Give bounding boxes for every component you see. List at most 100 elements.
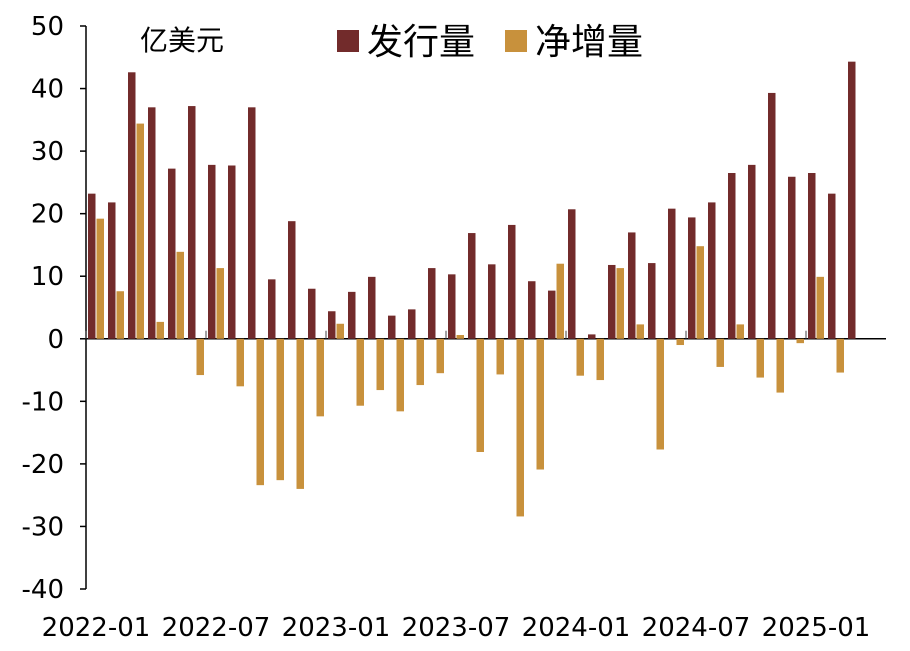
bar-issuance bbox=[448, 274, 456, 339]
bar-net-increase bbox=[316, 338, 324, 417]
bar-net-increase bbox=[336, 323, 344, 339]
bar-issuance bbox=[368, 276, 376, 339]
bar-net-increase bbox=[836, 338, 844, 373]
bar-issuance bbox=[628, 232, 636, 339]
bar-net-increase bbox=[816, 276, 824, 339]
bar-net-increase bbox=[396, 338, 404, 412]
bar-net-increase bbox=[736, 324, 744, 339]
bar-net-increase bbox=[116, 291, 124, 339]
bar-net-increase bbox=[556, 263, 564, 339]
x-tick-label: 2024-01 bbox=[522, 613, 631, 643]
bar-issuance bbox=[208, 164, 216, 339]
y-tick-label: 20 bbox=[31, 200, 64, 230]
x-tick-label: 2023-07 bbox=[402, 613, 511, 643]
bar-issuance bbox=[88, 193, 96, 339]
bar-net-increase bbox=[296, 338, 304, 489]
bar-net-increase bbox=[796, 338, 804, 344]
bar-issuance bbox=[488, 264, 496, 339]
bar-issuance bbox=[708, 202, 716, 339]
x-tick-label: 2024-07 bbox=[642, 613, 751, 643]
unit-label: 亿美元 bbox=[140, 24, 224, 57]
bar-issuance bbox=[308, 288, 316, 339]
y-tick-label: -10 bbox=[22, 387, 64, 417]
bar-net-increase bbox=[476, 338, 484, 453]
bar-issuance bbox=[728, 173, 736, 339]
bar-issuance bbox=[268, 279, 276, 339]
bars bbox=[88, 61, 856, 517]
bar-net-increase bbox=[576, 338, 584, 376]
x-tick-label: 2025-01 bbox=[762, 613, 871, 643]
bar-net-increase bbox=[276, 338, 284, 481]
bar-net-increase bbox=[676, 338, 684, 346]
bar-issuance bbox=[148, 107, 156, 339]
bar-issuance bbox=[528, 281, 536, 339]
bar-issuance bbox=[768, 92, 776, 339]
bar-net-increase bbox=[536, 338, 544, 470]
bar-issuance bbox=[808, 173, 816, 339]
x-axis: 2022-01 2022-07 2023-01 2023-07 2024-01 2024-… bbox=[42, 330, 886, 643]
bar-net-increase bbox=[636, 324, 644, 339]
y-tick-label: -40 bbox=[22, 575, 64, 605]
bar-net-increase bbox=[376, 338, 384, 391]
bar-issuance bbox=[228, 165, 236, 339]
y-tick-label: -30 bbox=[22, 512, 64, 542]
bar-issuance bbox=[248, 107, 256, 339]
bar-net-increase bbox=[756, 338, 764, 378]
bar-net-increase bbox=[516, 338, 524, 517]
y-tick-label: 30 bbox=[31, 137, 64, 167]
legend-swatch bbox=[505, 30, 527, 52]
bar-issuance bbox=[128, 72, 136, 339]
legend-swatch bbox=[337, 30, 359, 52]
y-tick-label: 50 bbox=[31, 12, 64, 42]
y-axis: 50 40 30 20 10 0 -10 -20 -30 -40 bbox=[22, 12, 87, 605]
bar-issuance bbox=[508, 224, 516, 339]
bar-net-increase bbox=[156, 321, 164, 339]
bar-net-increase bbox=[776, 338, 784, 393]
bar-issuance bbox=[168, 168, 176, 339]
bar-net-increase bbox=[696, 246, 704, 339]
bar-issuance bbox=[108, 202, 116, 339]
bar-net-increase bbox=[196, 338, 204, 376]
bar-issuance bbox=[668, 208, 676, 339]
bar-net-increase bbox=[716, 338, 724, 367]
bar-net-increase bbox=[216, 268, 224, 339]
bar-issuance bbox=[348, 291, 356, 339]
legend-label: 净增量 bbox=[535, 22, 643, 63]
x-tick-label: 2022-07 bbox=[162, 613, 271, 643]
bar-net-increase bbox=[596, 338, 604, 381]
bar-issuance bbox=[288, 221, 296, 339]
bar-issuance bbox=[588, 334, 596, 339]
bar-issuance bbox=[188, 106, 196, 339]
legend-label: 发行量 bbox=[367, 22, 475, 63]
bar-net-increase bbox=[96, 218, 104, 339]
bar-issuance bbox=[388, 315, 396, 339]
bar-net-increase bbox=[356, 338, 364, 406]
bar-issuance bbox=[428, 268, 436, 339]
bar-issuance bbox=[568, 209, 576, 339]
bar-issuance bbox=[648, 263, 656, 339]
bar-issuance bbox=[848, 61, 856, 339]
bar-net-increase bbox=[496, 338, 504, 375]
bar-issuance bbox=[608, 264, 616, 339]
bar-net-increase bbox=[136, 123, 144, 339]
bar-net-increase bbox=[416, 338, 424, 386]
x-tick-label: 2023-01 bbox=[282, 613, 391, 643]
bar-issuance bbox=[468, 233, 476, 339]
bar-net-increase bbox=[616, 268, 624, 339]
bar-net-increase bbox=[436, 338, 444, 374]
y-tick-label: 0 bbox=[47, 325, 64, 355]
y-tick-label: 40 bbox=[31, 75, 64, 105]
bar-net-increase bbox=[176, 251, 184, 339]
y-tick-label: 10 bbox=[31, 262, 64, 292]
bar-issuance bbox=[548, 290, 556, 339]
bar-issuance bbox=[688, 217, 696, 339]
bar-net-increase bbox=[236, 338, 244, 387]
legend: 发行量 净增量 bbox=[337, 22, 643, 63]
bar-issuance bbox=[828, 193, 836, 339]
bar-net-increase bbox=[656, 338, 664, 450]
bar-issuance bbox=[328, 311, 336, 339]
bar-net-increase bbox=[256, 338, 264, 486]
y-tick-label: -20 bbox=[22, 450, 64, 480]
bar-net-increase bbox=[456, 335, 464, 339]
